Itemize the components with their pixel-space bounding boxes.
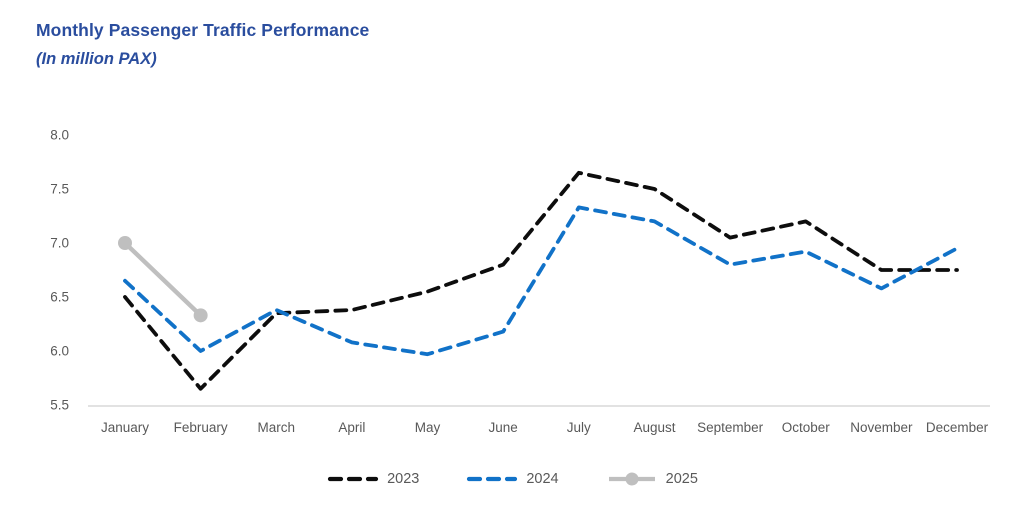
y-tick-label: 6.0 — [50, 344, 69, 359]
series-2025-line — [122, 240, 203, 318]
x-tick-label: January — [101, 420, 149, 435]
legend-label-2025: 2025 — [665, 471, 698, 487]
x-tick-label: July — [567, 420, 591, 435]
x-tick-label: June — [489, 420, 518, 435]
legend-dashed-line-icon-2023 — [327, 476, 379, 482]
legend-marker-line-icon-2025 — [608, 472, 655, 486]
page-subtitle: (In million PAX) — [36, 50, 157, 68]
legend-label-2023: 2023 — [387, 471, 420, 487]
x-tick-label: August — [633, 420, 675, 435]
page-title: Monthly Passenger Traffic Performance — [36, 20, 370, 40]
legend-dashed-line-icon-2024 — [467, 476, 518, 482]
series-2025-marker — [193, 308, 208, 323]
legend-item-2025[interactable]: 2025 — [605, 471, 698, 487]
x-tick-label: April — [338, 420, 365, 435]
legend-item-2024[interactable]: 2024 — [465, 471, 559, 487]
x-tick-label: September — [697, 420, 764, 435]
chart-legend: 2023 2024 2025 — [0, 471, 1024, 487]
y-tick-label: 8.0 — [50, 128, 69, 143]
y-tick-label: 7.0 — [50, 236, 69, 251]
x-tick-label: May — [415, 420, 441, 435]
x-tick-label: October — [782, 420, 831, 435]
legend-label-2024: 2024 — [526, 471, 559, 487]
y-tick-label: 7.5 — [50, 182, 69, 197]
x-tick-label: March — [258, 420, 296, 435]
x-tick-label: December — [926, 420, 989, 435]
y-tick-label: 6.5 — [50, 290, 69, 305]
y-axis-labels: 8.0 7.5 7.0 6.5 6.0 5.5 — [50, 128, 69, 413]
x-tick-label: February — [174, 420, 228, 435]
series-2024-line — [123, 205, 959, 357]
y-tick-label: 5.5 — [50, 398, 69, 413]
x-tick-label: November — [850, 420, 913, 435]
x-axis-labels: January February March April May June July Augu… — [101, 420, 989, 435]
series-2025-marker — [118, 236, 132, 250]
series-2023-line — [123, 170, 959, 391]
legend-item-2023[interactable]: 2023 — [326, 471, 419, 487]
